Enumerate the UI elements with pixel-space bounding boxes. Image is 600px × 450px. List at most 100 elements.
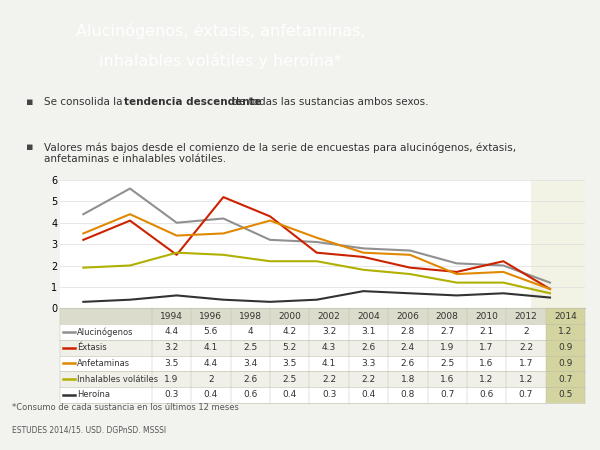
Bar [310,387,349,403]
Text: 0.7: 0.7 [440,390,454,400]
Bar [152,387,191,403]
Bar [349,387,388,403]
Text: 1.2: 1.2 [479,374,494,383]
Text: 2.1: 2.1 [479,328,494,336]
Text: 2.6: 2.6 [243,374,257,383]
Bar [349,308,388,324]
Bar [506,340,545,356]
Text: 5.6: 5.6 [204,328,218,336]
Text: 2.5: 2.5 [283,374,297,383]
Text: 2.7: 2.7 [440,328,454,336]
Text: 1.6: 1.6 [440,374,454,383]
Text: 2.2: 2.2 [322,374,336,383]
Bar [191,308,230,324]
Bar [270,340,310,356]
Bar [467,356,506,371]
Text: 2.2: 2.2 [519,343,533,352]
Text: 4.1: 4.1 [322,359,336,368]
Text: Se consolida la: Se consolida la [44,97,125,107]
Text: 0.3: 0.3 [164,390,179,400]
Bar [388,340,427,356]
Text: 1.7: 1.7 [519,359,533,368]
Text: 0.8: 0.8 [401,390,415,400]
Bar [152,308,191,324]
Text: 4: 4 [248,328,253,336]
Bar [467,387,506,403]
Bar [191,387,230,403]
Bar [60,324,152,340]
Text: 1.8: 1.8 [401,374,415,383]
Bar [427,387,467,403]
Text: 3.2: 3.2 [164,343,179,352]
Text: 1996: 1996 [199,311,223,320]
Text: 1.7: 1.7 [479,343,494,352]
Text: 1.6: 1.6 [479,359,494,368]
Bar [152,324,191,340]
Bar [427,340,467,356]
Bar [388,371,427,387]
Bar [191,324,230,340]
Text: 3.5: 3.5 [283,359,297,368]
Text: de todas las sustancias ambos sexos.: de todas las sustancias ambos sexos. [229,97,428,107]
Bar [545,308,585,324]
Text: 0.4: 0.4 [361,390,376,400]
Text: 4.2: 4.2 [283,328,297,336]
Bar [467,371,506,387]
Bar [230,356,270,371]
Bar [532,180,585,308]
Text: 2: 2 [523,328,529,336]
Bar [270,356,310,371]
Text: 1.2: 1.2 [519,374,533,383]
Text: 2002: 2002 [317,311,340,320]
Bar [270,308,310,324]
Text: 1.2: 1.2 [558,328,572,336]
Bar [388,308,427,324]
Bar [270,387,310,403]
Bar [467,340,506,356]
Text: 2006: 2006 [397,311,419,320]
Bar [545,356,585,371]
Text: 3.2: 3.2 [322,328,336,336]
Bar [349,356,388,371]
Bar [230,387,270,403]
Bar [270,324,310,340]
Text: 4.3: 4.3 [322,343,336,352]
Bar [388,324,427,340]
Text: inhalables volátiles y heroína*: inhalables volátiles y heroína* [99,53,342,69]
Bar [60,340,152,356]
Bar [152,356,191,371]
Text: 1994: 1994 [160,311,183,320]
Text: 0.6: 0.6 [243,390,257,400]
Text: Alucinógenos: Alucinógenos [77,327,133,337]
Text: 2: 2 [208,374,214,383]
Bar [191,356,230,371]
Bar [388,387,427,403]
Bar [191,340,230,356]
Bar [545,387,585,403]
Bar [60,371,152,387]
Bar [310,340,349,356]
Bar [506,324,545,340]
Bar [388,356,427,371]
Text: 0.5: 0.5 [558,390,572,400]
Text: Heroína: Heroína [77,390,110,400]
Text: 3.4: 3.4 [243,359,257,368]
Text: 2.8: 2.8 [401,328,415,336]
Text: 2008: 2008 [436,311,458,320]
Text: 2.6: 2.6 [401,359,415,368]
Text: 3.1: 3.1 [361,328,376,336]
Bar [506,371,545,387]
Text: ESTUDES 2014/15. USD. DGPnSD. MSSSI: ESTUDES 2014/15. USD. DGPnSD. MSSSI [12,425,166,434]
Text: 2.4: 2.4 [401,343,415,352]
Bar [60,356,152,371]
Bar [152,340,191,356]
Text: 3.5: 3.5 [164,359,179,368]
Bar [60,308,152,324]
Text: 0.9: 0.9 [558,343,572,352]
Bar [349,340,388,356]
Text: 0.4: 0.4 [204,390,218,400]
Text: 2010: 2010 [475,311,498,320]
Text: 4.1: 4.1 [204,343,218,352]
Text: 5.2: 5.2 [283,343,297,352]
Text: ▪: ▪ [26,97,34,107]
